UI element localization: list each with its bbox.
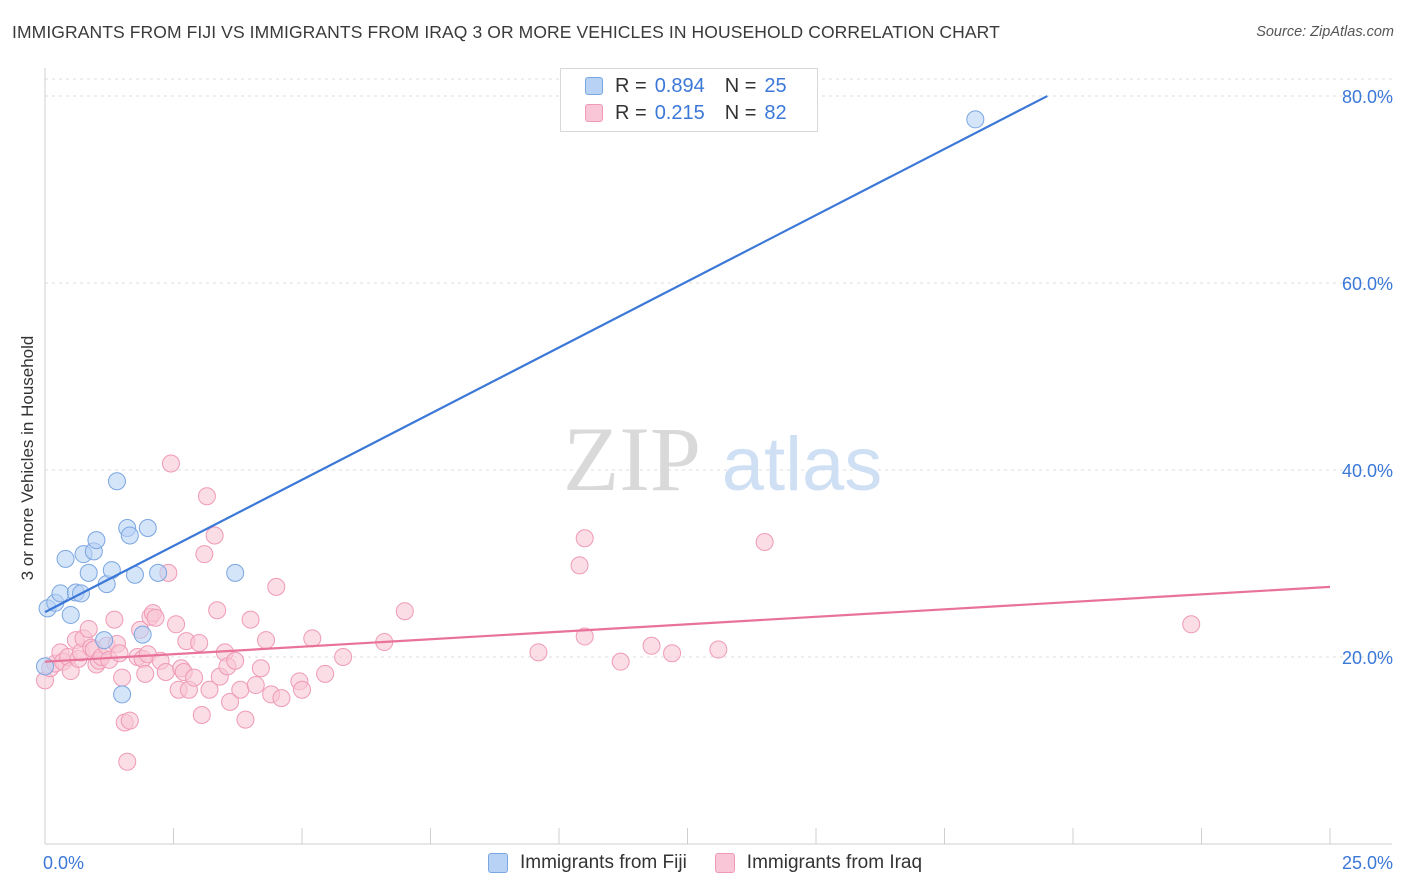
iraq-point	[156, 662, 175, 681]
source-label: Source: ZipAtlas.com	[1256, 24, 1394, 40]
iraq-point	[113, 668, 132, 687]
iraq-point	[105, 610, 124, 629]
iraq-point	[570, 556, 589, 575]
iraq-point	[205, 526, 224, 545]
legend-item-fiji[interactable]: Immigrants from Fiji	[488, 852, 687, 874]
r-value: 0.215	[654, 101, 705, 124]
fiji-swatch	[488, 853, 508, 873]
iraq-swatch	[714, 853, 735, 873]
iraq-point	[395, 602, 414, 621]
iraq-point	[79, 619, 98, 638]
r-label: R =	[615, 101, 647, 124]
iraq-point	[110, 644, 129, 663]
iraq-point	[185, 668, 204, 687]
fiji-point	[133, 625, 152, 644]
iraq-point	[231, 680, 250, 699]
iraq-point	[316, 664, 335, 683]
watermark-atlas: atlas	[722, 422, 883, 507]
fiji-point	[79, 563, 98, 582]
y-tick-label: 60.0%	[1342, 274, 1393, 294]
r-label: R =	[615, 74, 647, 97]
iraq-point	[529, 643, 548, 662]
iraq-point	[1182, 615, 1201, 634]
fiji-point	[102, 561, 121, 580]
iraq-point	[642, 636, 661, 655]
iraq-point	[236, 710, 255, 729]
iraq-point	[146, 608, 165, 627]
iraq-point	[197, 487, 216, 506]
iraq-point	[221, 692, 240, 711]
iraq-point	[190, 633, 209, 652]
iraq-point	[611, 652, 630, 671]
iraq-point	[241, 610, 260, 629]
legend-row-fiji: R = 0.894 N = 25	[585, 74, 787, 98]
iraq-point	[257, 631, 276, 650]
legend-label-iraq: Immigrants from Iraq	[746, 852, 923, 873]
legend-row-iraq: R = 0.215 N = 82	[585, 101, 787, 125]
legend-item-iraq[interactable]: Immigrants from Iraq	[714, 852, 923, 874]
iraq-point	[120, 711, 139, 730]
iraq-point	[267, 577, 286, 596]
iraq-point	[161, 454, 180, 473]
fiji-points	[36, 110, 985, 704]
y-axis-label: 3 or more Vehicles in Household	[18, 335, 37, 581]
correlation-legend: R = 0.894 N = 25 R = 0.215 N = 82	[560, 68, 818, 132]
fiji-swatch	[585, 77, 603, 95]
fiji-point	[95, 631, 114, 650]
iraq-point	[575, 529, 594, 548]
trendlines	[44, 95, 1331, 663]
iraq-point	[192, 705, 211, 724]
gridlines	[45, 78, 1392, 658]
iraq-point	[293, 680, 311, 699]
iraq-point	[226, 651, 245, 670]
iraq-swatch	[585, 104, 603, 122]
iraq-point	[167, 615, 186, 634]
iraq-point	[136, 664, 155, 683]
fiji-point	[51, 584, 70, 603]
y-tick-label: 80.0%	[1342, 87, 1393, 107]
fiji-point	[61, 605, 80, 624]
watermark-zip: ZIP	[563, 408, 701, 510]
iraq-point	[208, 601, 227, 620]
series-legend: Immigrants from Fiji Immigrants from Ira…	[488, 852, 950, 874]
y-tick-label: 20.0%	[1342, 648, 1393, 668]
chart-title: IMMIGRANTS FROM FIJI VS IMMIGRANTS FROM …	[12, 22, 1000, 42]
iraq-point	[663, 644, 682, 663]
iraq-points	[36, 454, 1201, 771]
x-tick-label-max: 25.0%	[1342, 853, 1393, 873]
iraq-point	[755, 533, 774, 552]
n-value: 82	[764, 101, 787, 124]
iraq-point	[251, 659, 270, 678]
fiji-point	[966, 110, 985, 129]
iraq-point	[200, 680, 219, 699]
x-tick-label-min: 0.0%	[43, 853, 84, 873]
fiji-point	[149, 563, 168, 582]
iraq-point	[709, 640, 728, 659]
iraq-point	[195, 545, 214, 564]
axes	[44, 68, 1392, 845]
iraq-trendline	[44, 585, 1331, 663]
fiji-point	[120, 526, 139, 545]
n-value: 25	[764, 74, 787, 97]
fiji-point	[56, 549, 75, 568]
n-label: N =	[724, 101, 757, 124]
r-value: 0.894	[654, 74, 705, 97]
fiji-point	[87, 531, 106, 550]
iraq-point	[272, 689, 291, 708]
tick-labels: 20.0% 40.0% 60.0% 80.0% 0.0% 25.0%	[43, 87, 1393, 873]
n-label: N =	[724, 74, 757, 97]
fiji-trendline	[44, 95, 1048, 614]
iraq-point	[334, 648, 353, 667]
fiji-point	[113, 685, 132, 704]
fiji-point	[138, 518, 157, 537]
iraq-point	[575, 627, 594, 646]
iraq-point	[303, 629, 322, 648]
iraq-point	[246, 676, 265, 695]
iraq-point	[118, 752, 137, 771]
legend-label-fiji: Immigrants from Fiji	[520, 852, 687, 873]
fiji-point	[107, 472, 126, 491]
y-tick-label: 40.0%	[1342, 461, 1393, 481]
fiji-point	[226, 563, 245, 582]
